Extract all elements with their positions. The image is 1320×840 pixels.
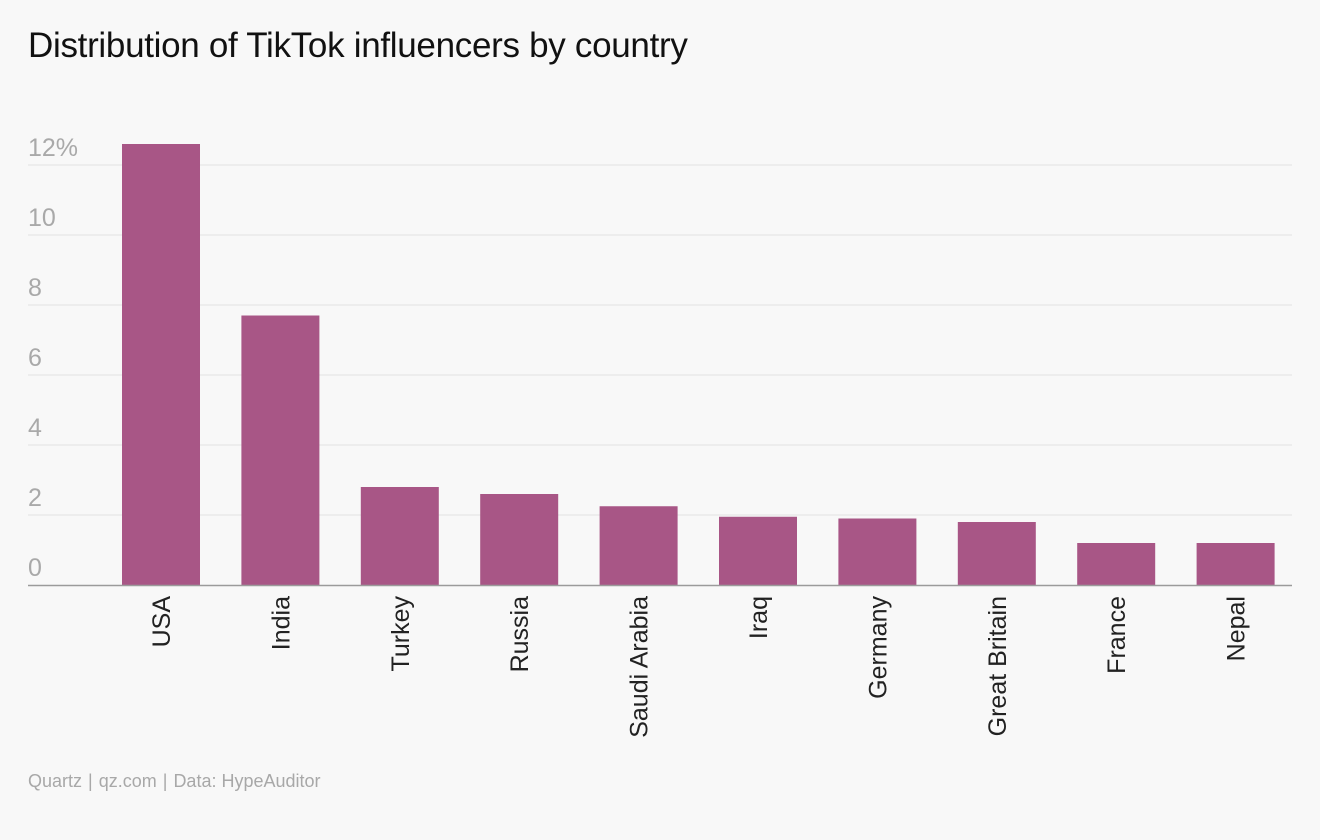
bar [838, 518, 917, 585]
x-category-label: Iraq [745, 596, 773, 639]
gridlines [28, 164, 1292, 516]
y-tick-label: 4 [28, 414, 42, 442]
footer-separator: | [88, 771, 93, 791]
bar [599, 506, 678, 585]
bar [241, 315, 320, 585]
y-tick-label: 6 [28, 344, 42, 372]
x-category-label: USA [148, 596, 176, 648]
chart-title: Distribution of TikTok influencers by co… [28, 26, 688, 65]
bar [957, 522, 1036, 585]
x-category-label: Russia [506, 596, 534, 673]
y-tick-label: 10 [28, 204, 56, 232]
bars [122, 144, 1275, 585]
bar [1077, 543, 1156, 585]
x-category-label: Saudi Arabia [626, 596, 654, 738]
footer: Quartz | qz.com | Data: HypeAuditor [28, 771, 321, 792]
y-tick-label: 8 [28, 274, 42, 302]
y-axis-ticks: 0 2 4 6 8 10 12% [28, 134, 78, 582]
y-tick-label: 2 [28, 484, 42, 512]
x-category-label: Great Britain [984, 596, 1012, 736]
bar [1196, 543, 1275, 585]
footer-separator: | [162, 771, 168, 791]
footer-site: qz.com [98, 771, 157, 791]
x-axis-categories: USA India Turkey Russia Saudi Arabia Iraq Germ… [148, 596, 1251, 738]
y-tick-label: 0 [28, 554, 42, 582]
x-category-label: Turkey [387, 596, 415, 672]
x-category-label: Germany [864, 596, 892, 699]
y-tick-label: 12% [28, 134, 78, 162]
bar [122, 144, 200, 585]
bar [719, 516, 797, 585]
footer-brand: Quartz [28, 771, 83, 791]
footer-source: Data: HypeAuditor [173, 771, 321, 791]
bar-chart: 0 2 4 6 8 10 12% USA India Turkey Russia Saudi Ara… [28, 134, 1292, 738]
x-category-label: India [267, 596, 295, 650]
x-category-label: Nepal [1223, 596, 1251, 661]
bar [360, 487, 439, 585]
x-category-label: France [1103, 596, 1131, 674]
bar [480, 494, 559, 585]
